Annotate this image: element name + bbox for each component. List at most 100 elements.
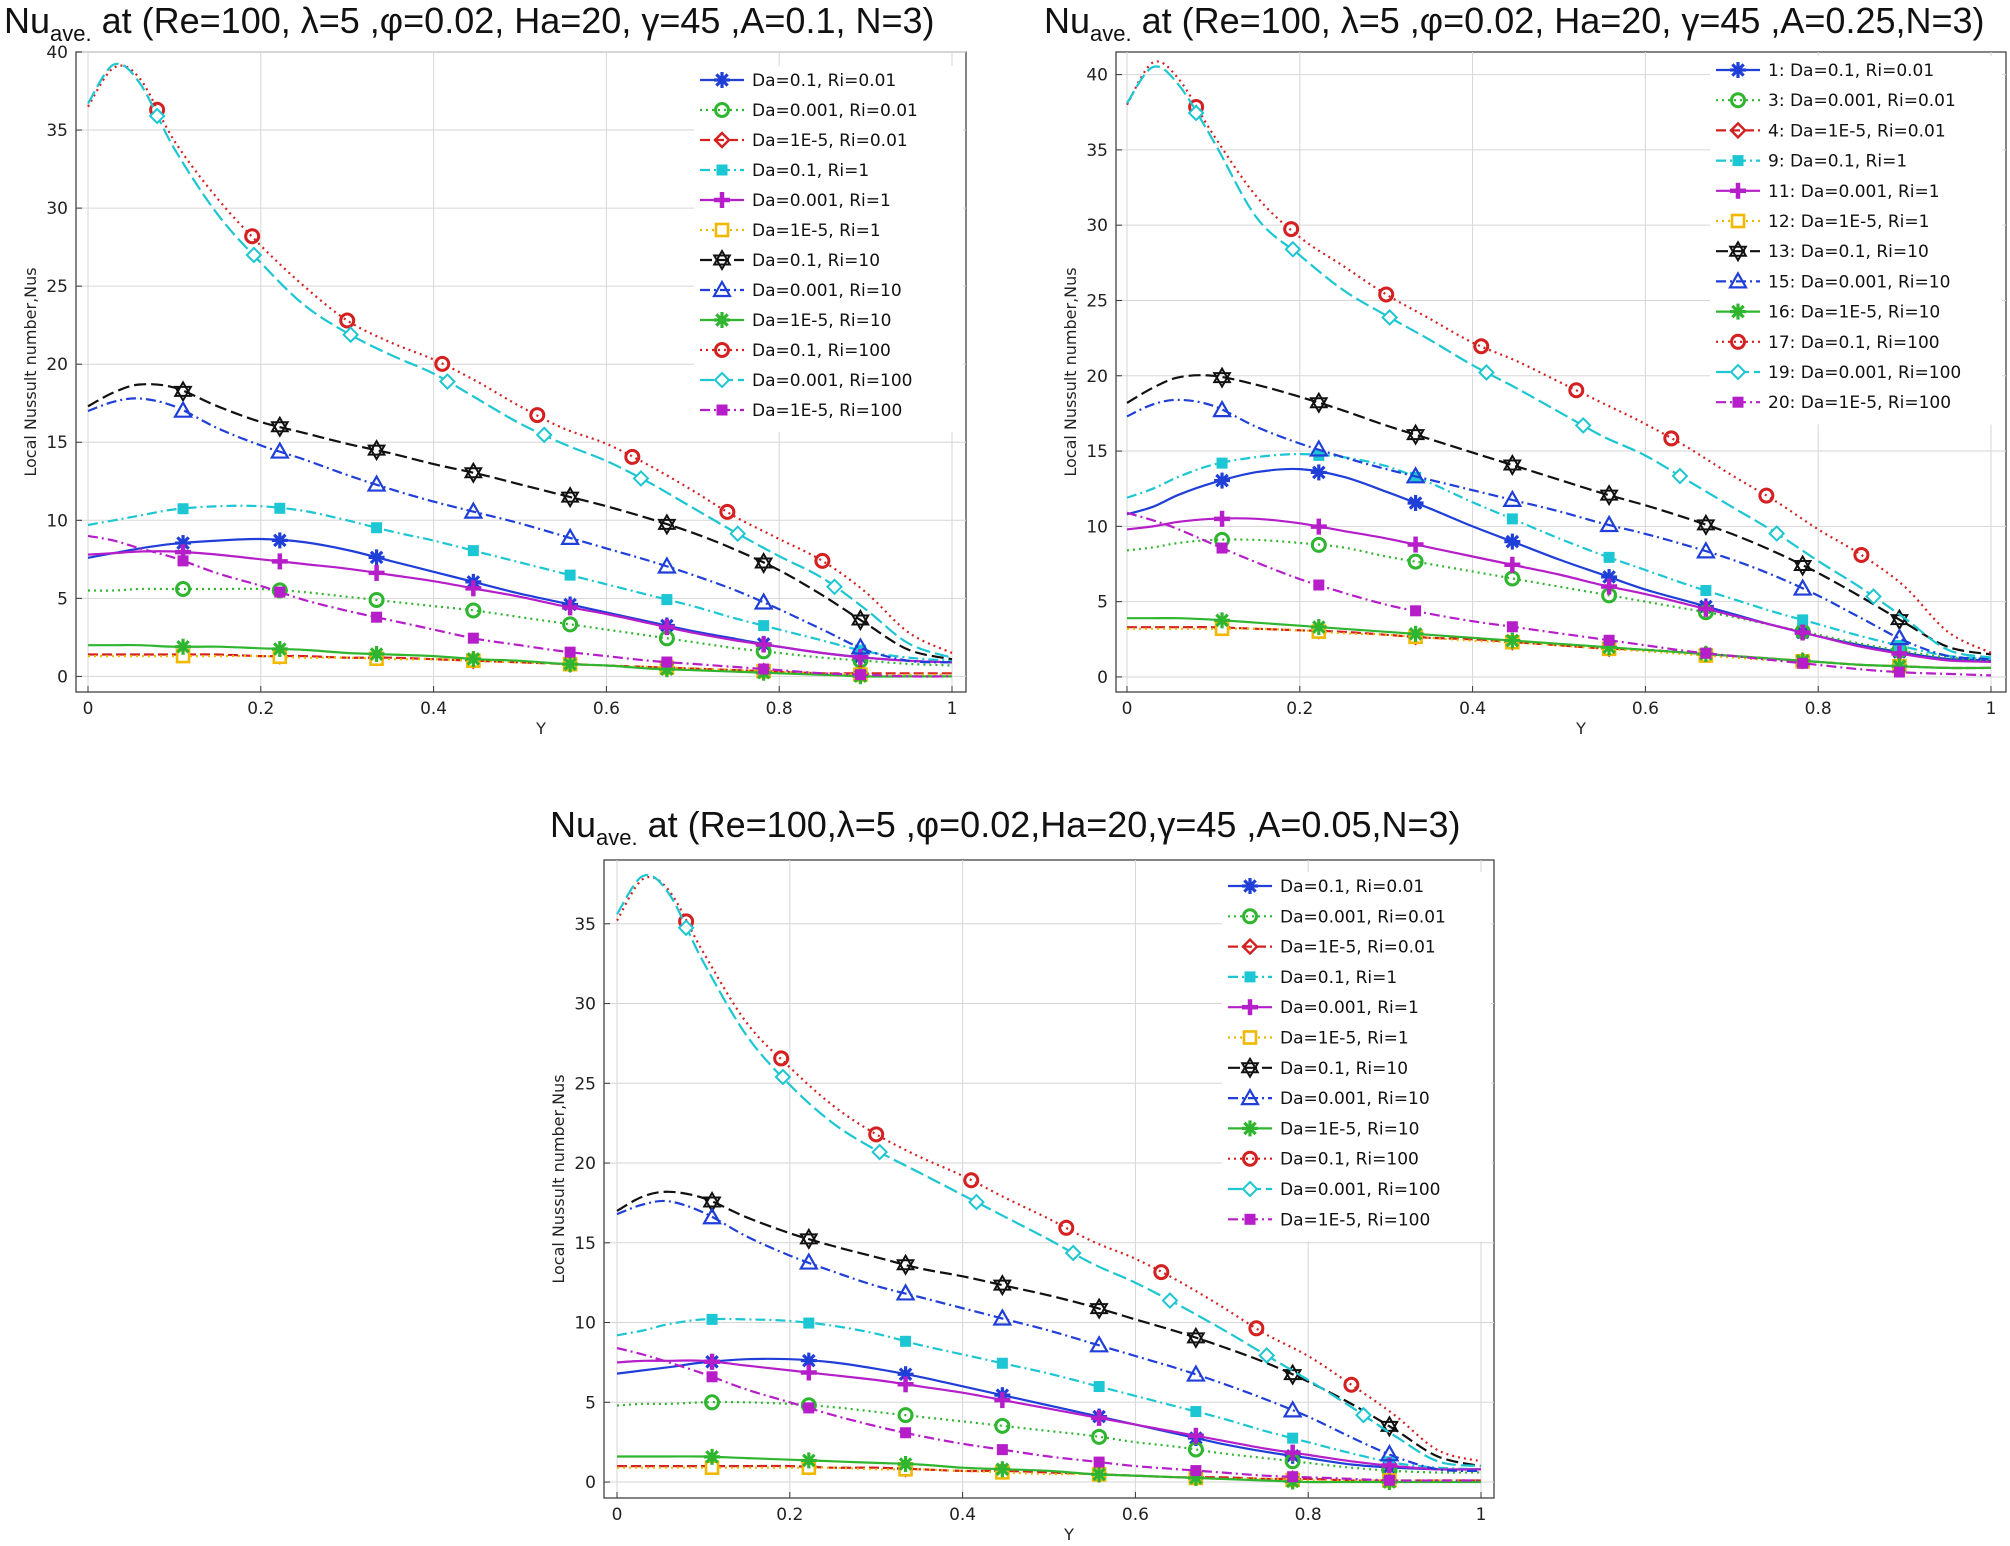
y-tick-label: 0 <box>585 1473 596 1493</box>
x-tick-label: 0 <box>1122 699 1133 719</box>
x-tick-label: 0 <box>612 1505 623 1525</box>
data-marker <box>562 616 579 633</box>
data-marker <box>274 586 286 598</box>
y-tick-label: 30 <box>46 199 68 219</box>
legend-marker <box>1729 363 1747 381</box>
data-marker <box>661 656 673 668</box>
data-marker <box>624 448 641 465</box>
data-marker <box>1865 588 1882 605</box>
legend-entry-label: Da=0.1, Ri=0.01 <box>752 71 896 91</box>
data-marker <box>854 669 866 681</box>
data-marker <box>1093 1456 1105 1468</box>
data-marker <box>1793 554 1813 577</box>
legend-entry-label: Da=0.001, Ri=1 <box>752 191 891 211</box>
legend-marker <box>714 72 730 88</box>
y-tick-label: 20 <box>1086 367 1108 387</box>
data-marker <box>367 439 387 462</box>
data-marker <box>1504 556 1521 573</box>
data-marker <box>897 1376 914 1393</box>
data-marker <box>755 636 772 653</box>
series-line <box>1126 452 1992 660</box>
series-line <box>1127 617 1992 670</box>
y-tick-label: 20 <box>574 1154 596 1174</box>
series-line <box>87 550 953 664</box>
data-marker <box>434 355 451 372</box>
legend-marker <box>1729 121 1747 140</box>
data-marker <box>368 646 385 663</box>
x-axis-label: Y <box>1575 719 1586 738</box>
data-marker <box>753 592 774 610</box>
legend-entry-label: Da=1E-5, Ri=1 <box>752 221 881 241</box>
y-tick-label: 0 <box>1097 668 1108 688</box>
data-marker <box>1568 382 1585 399</box>
series-line <box>88 643 952 678</box>
legend-marker <box>1730 182 1746 199</box>
y-tick-label: 40 <box>46 43 68 63</box>
data-marker <box>1310 464 1327 481</box>
data-marker <box>994 1461 1011 1478</box>
x-tick-label: 0.8 <box>766 699 793 719</box>
legend-entry-label: Da=0.1, Ri=10 <box>1280 1059 1408 1079</box>
legend-entry-label: 19: Da=0.001, Ri=100 <box>1768 363 1961 383</box>
data-marker <box>1248 1320 1265 1337</box>
data-marker <box>702 1190 722 1213</box>
data-marker <box>963 1172 980 1189</box>
legend-entry-label: Da=1E-5, Ri=0.01 <box>1280 938 1436 958</box>
data-marker <box>1284 240 1302 258</box>
x-tick-label: 1 <box>947 699 958 719</box>
legend-marker <box>1730 92 1746 109</box>
data-marker <box>270 415 290 438</box>
data-marker <box>1185 1364 1206 1382</box>
data-marker <box>463 461 483 484</box>
legend-marker <box>1730 333 1746 350</box>
data-marker <box>1216 542 1228 554</box>
data-marker <box>535 426 553 444</box>
data-marker <box>800 1364 817 1381</box>
data-marker <box>1190 1465 1202 1477</box>
legend-entry-label: 16: Da=1E-5, Ri=10 <box>1768 303 1940 323</box>
series-8 <box>616 1199 1482 1472</box>
y-tick-label: 30 <box>1086 216 1108 236</box>
legend-marker <box>712 279 732 298</box>
legend-marker <box>1242 1030 1258 1045</box>
chart-title-3: Nuave. at (Re=100,λ=5 ,φ=0.02,Ha=20,γ=45… <box>550 804 1461 851</box>
series-5 <box>87 544 953 666</box>
data-marker <box>1343 1376 1360 1393</box>
x-axis-label: Y <box>535 719 546 738</box>
x-tick-label: 0.2 <box>247 699 274 719</box>
data-marker <box>463 501 484 519</box>
data-marker <box>1599 514 1620 533</box>
legend-entry-label: Da=1E-5, Ri=0.01 <box>752 131 908 151</box>
x-tick-label: 0.4 <box>949 1505 976 1525</box>
legend-marker <box>716 404 728 416</box>
data-marker <box>467 545 479 557</box>
data-marker <box>814 552 831 569</box>
legend-entry-label: 12: Da=1E-5, Ri=1 <box>1768 212 1929 232</box>
legend-entry-label: 9: Da=0.1, Ri=1 <box>1768 152 1907 172</box>
data-marker <box>269 441 290 459</box>
data-marker <box>992 1274 1012 1297</box>
legend-marker <box>1728 240 1748 263</box>
legend-marker <box>714 192 730 208</box>
x-tick-label: 0.4 <box>1459 699 1486 719</box>
legend-marker <box>1244 1213 1256 1225</box>
data-marker <box>271 640 288 657</box>
legend-entry-label: Da=1E-5, Ri=100 <box>752 401 902 421</box>
series-line <box>87 504 953 662</box>
data-marker <box>1089 1335 1110 1353</box>
legend-marker <box>1241 1180 1259 1198</box>
data-marker <box>1506 621 1518 633</box>
data-marker <box>368 591 385 608</box>
data-marker <box>719 503 736 520</box>
data-marker <box>1406 423 1426 446</box>
legend-marker <box>1242 878 1258 894</box>
series-line <box>1126 374 1992 656</box>
data-marker <box>1310 536 1327 553</box>
legend-entry-label: Da=0.001, Ri=100 <box>752 371 912 391</box>
data-marker <box>704 1448 721 1465</box>
data-marker <box>1893 666 1905 678</box>
data-marker <box>1700 585 1712 597</box>
series-line <box>87 534 953 678</box>
y-tick-label: 15 <box>46 433 68 453</box>
x-tick-label: 0.2 <box>1286 699 1313 719</box>
